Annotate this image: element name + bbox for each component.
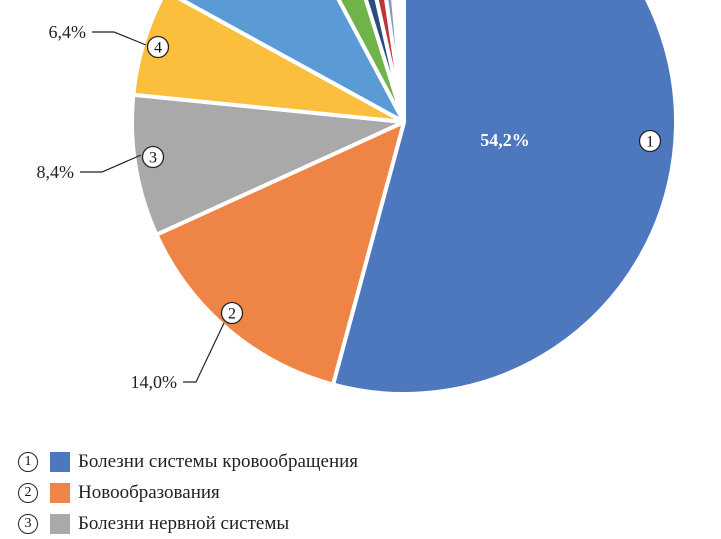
legend-label: Болезни нервной системы <box>78 512 290 534</box>
legend-label: Болезни системы кровообращения <box>78 450 359 472</box>
svg-text:3: 3 <box>149 150 157 167</box>
legend-swatch <box>50 513 70 534</box>
chart-figure: 54,2% 1 14,0% 2 8,4% 3 6,4% 4 1 Болезни системы… <box>18 0 678 534</box>
legend-number: 2 <box>18 482 38 503</box>
slice-value-label: 8,4% <box>37 162 75 182</box>
legend-item: 1 Болезни системы кровообращения <box>18 446 358 477</box>
legend-swatch <box>50 482 70 503</box>
slice-number-marker: 2 <box>220 301 244 325</box>
svg-text:1: 1 <box>646 134 654 151</box>
leader-line <box>92 31 147 46</box>
legend-number: 3 <box>18 513 38 534</box>
legend-item: 3 Болезни нервной системы <box>18 508 358 539</box>
pie-slice <box>177 0 406 124</box>
legend-item: 2 Новообразования <box>18 477 358 508</box>
svg-text:4: 4 <box>154 40 162 57</box>
leader-line <box>183 322 225 383</box>
legend-label: Новообразования <box>78 481 220 503</box>
legend-number: 1 <box>18 451 38 472</box>
pie-slice <box>363 0 406 124</box>
pie-slice <box>336 0 406 124</box>
pie-slice <box>331 0 678 396</box>
slice-number-marker: 1 <box>638 129 662 153</box>
pie-slice <box>131 0 406 124</box>
slice-number-marker: 4 <box>146 35 170 59</box>
leader-line <box>80 154 142 173</box>
pie-slice <box>154 120 406 387</box>
slice-value-label: 14,0% <box>131 372 178 392</box>
svg-text:2: 2 <box>228 306 236 323</box>
pie-chart: 54,2% 1 14,0% 2 8,4% 3 6,4% 4 <box>37 0 678 396</box>
legend-swatch <box>50 451 70 472</box>
slice-value-label: 6,4% <box>49 22 87 42</box>
legend: 1 Болезни системы кровообращения 2 Новоо… <box>18 446 358 539</box>
pie-slice <box>130 92 406 237</box>
slice-number-marker: 3 <box>141 145 165 169</box>
slice-value-label: 54,2% <box>480 130 530 150</box>
pie-slice <box>391 0 406 124</box>
